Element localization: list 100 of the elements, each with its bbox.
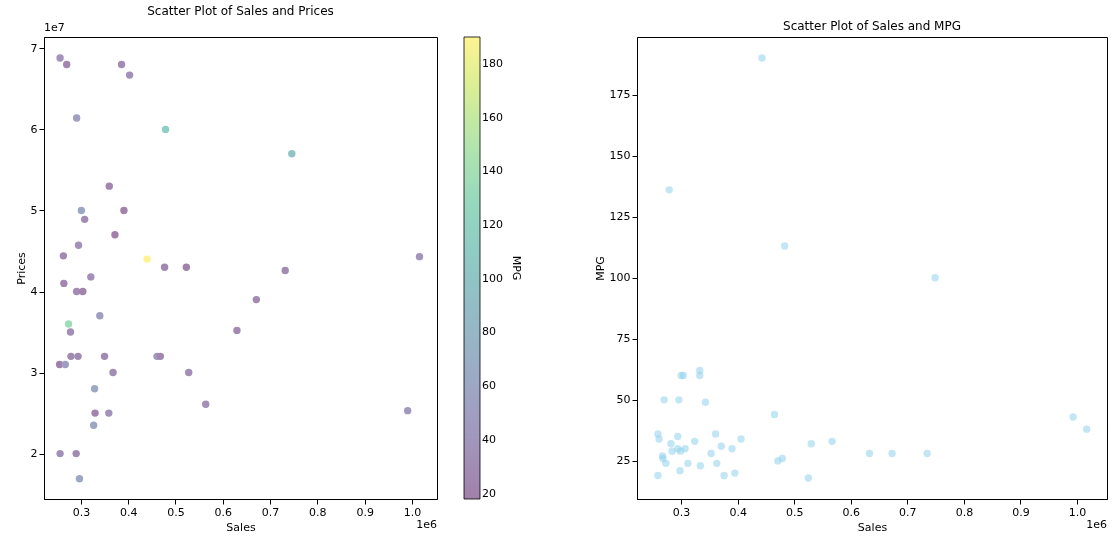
- x-tick-label: 0.5: [167, 505, 185, 519]
- point: [105, 409, 113, 417]
- point: [185, 368, 193, 377]
- point: [281, 266, 289, 275]
- x-tick-label: 0.9: [356, 505, 374, 519]
- point: [737, 435, 745, 443]
- point: [888, 449, 896, 458]
- point: [125, 71, 134, 79]
- x-tick-label: 0.3: [72, 505, 91, 519]
- point: [668, 447, 676, 455]
- point: [713, 459, 721, 468]
- x-tick-label: 0.8: [309, 505, 327, 519]
- point: [660, 396, 668, 404]
- x-tick-label: 1.0: [1068, 505, 1087, 519]
- point: [182, 263, 191, 271]
- x-tick-label: 0.6: [842, 505, 861, 519]
- point: [120, 206, 128, 215]
- point: [111, 231, 119, 239]
- x-tick-label: 1.0: [403, 505, 422, 519]
- y-tick-label: 7: [30, 41, 38, 55]
- y-tick-label: 25: [616, 454, 631, 468]
- point: [74, 241, 83, 250]
- point: [720, 471, 728, 480]
- point: [143, 255, 151, 263]
- point: [67, 352, 75, 361]
- x-axis-title: Sales: [226, 520, 256, 534]
- color-bar-label: 160: [482, 110, 503, 124]
- color-bar-title: MPG: [510, 255, 523, 281]
- x-axis-title: Sales: [857, 520, 888, 534]
- color-bar-label: 60: [482, 379, 496, 393]
- point: [72, 449, 80, 458]
- x-tick-label: 0.5: [785, 505, 804, 519]
- color-bar-label: 180: [482, 56, 503, 70]
- color-bar-label: 20: [482, 486, 496, 500]
- point: [288, 150, 296, 158]
- y-tick-label: 100: [609, 271, 631, 285]
- point: [89, 421, 98, 429]
- point: [711, 430, 720, 438]
- color-bar-label: 40: [482, 432, 496, 446]
- y-tick-label: 2: [30, 447, 38, 461]
- y-tick-label: 125: [609, 210, 631, 224]
- point: [828, 437, 836, 446]
- color-bar-label: 140: [482, 164, 503, 178]
- text: 1e6: [1086, 518, 1107, 531]
- point: [662, 459, 670, 468]
- color-bar-label: 80: [482, 325, 496, 339]
- point: [696, 462, 705, 470]
- x-tick-label: 0.6: [214, 505, 233, 519]
- y-axis-title: MPG: [593, 256, 607, 281]
- point: [804, 474, 813, 482]
- point: [807, 440, 815, 448]
- point: [731, 469, 739, 477]
- point: [684, 459, 692, 468]
- point: [931, 274, 939, 282]
- point: [77, 206, 86, 215]
- point: [75, 475, 84, 483]
- point: [865, 449, 874, 458]
- color-bar-label: 100: [482, 271, 503, 285]
- point: [654, 471, 662, 480]
- x-tick-label: 0.9: [1012, 505, 1030, 519]
- point: [667, 440, 675, 448]
- point: [690, 437, 699, 446]
- point: [100, 352, 109, 361]
- point: [676, 466, 684, 475]
- point: [96, 312, 104, 320]
- y-axis-title: Prices: [14, 251, 28, 285]
- point: [62, 60, 71, 69]
- point: [66, 328, 75, 336]
- text: 1e7: [44, 21, 65, 34]
- point: [202, 400, 210, 408]
- point: [1069, 413, 1077, 421]
- point: [655, 435, 663, 443]
- point: [681, 445, 689, 453]
- point: [161, 125, 170, 134]
- y-tick-label: 50: [616, 393, 631, 407]
- point: [72, 287, 81, 296]
- x-tick-label: 0.8: [955, 505, 974, 519]
- point: [252, 295, 261, 304]
- point: [717, 442, 725, 450]
- point: [665, 186, 673, 194]
- x-tick-label: 0.7: [899, 505, 917, 519]
- point: [79, 287, 87, 296]
- point: [674, 432, 682, 441]
- point: [56, 449, 64, 458]
- point: [696, 371, 704, 380]
- y-tick-label: 150: [609, 149, 631, 163]
- point: [403, 406, 412, 415]
- point: [701, 398, 710, 406]
- x-tick-label: 0.3: [672, 505, 691, 519]
- point: [117, 60, 126, 69]
- point: [90, 385, 99, 393]
- color-bar-label: 120: [482, 218, 503, 232]
- point: [415, 252, 424, 261]
- y-tick-label: 3: [30, 366, 38, 380]
- point: [72, 114, 81, 122]
- x-tick-label: 0.7: [261, 505, 280, 519]
- point: [61, 360, 69, 369]
- chart-title: Scatter Plot of Sales and MPG: [783, 19, 961, 33]
- point: [758, 54, 766, 62]
- point: [105, 182, 113, 190]
